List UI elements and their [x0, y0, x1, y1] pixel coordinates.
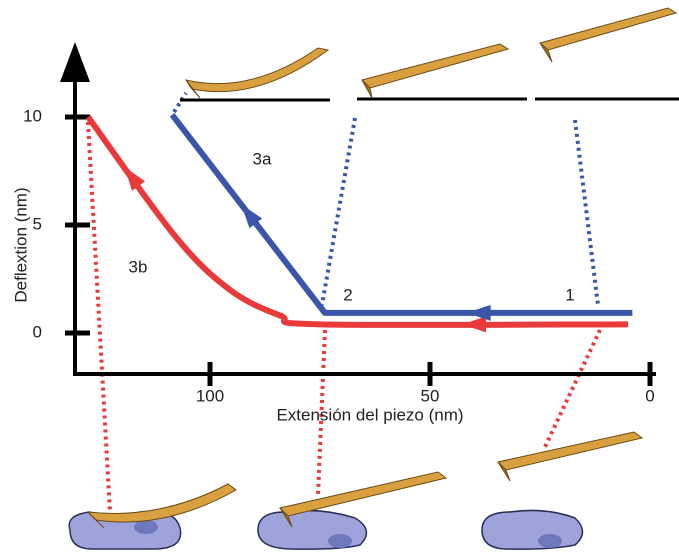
cell — [482, 510, 583, 549]
annotation: 2 — [343, 285, 352, 304]
y-tick-label: 0 — [33, 322, 42, 341]
guide-line — [575, 120, 598, 305]
chart: Deflextion (nm) Extensión del piezo (nm)… — [0, 0, 679, 554]
guide-line — [322, 118, 355, 305]
cantilever — [280, 472, 446, 516]
y-tick-label: 10 — [23, 106, 42, 125]
nucleus — [134, 520, 158, 534]
guide-line — [88, 122, 110, 512]
guide-line — [545, 330, 600, 447]
annotation: 3b — [129, 257, 148, 276]
data-line — [172, 115, 632, 313]
x-axis-title: Extensión del piezo (nm) — [276, 405, 463, 424]
guide-line — [174, 93, 186, 112]
cantilever — [186, 48, 328, 92]
cantilever — [88, 484, 236, 522]
top-cantilevers — [180, 8, 679, 100]
y-axis-arrow — [60, 42, 90, 82]
x-tick-label: 100 — [196, 386, 224, 405]
cantilever — [540, 8, 676, 50]
annotation: 3a — [253, 149, 272, 168]
nucleus — [328, 534, 352, 548]
y-axis-title: Deflextion (nm) — [11, 187, 30, 302]
y-tick-label: 5 — [33, 214, 42, 233]
data-line — [88, 117, 628, 325]
annotation: 1 — [565, 285, 574, 304]
direction-arrow — [462, 316, 486, 332]
bottom-cells — [69, 432, 642, 549]
cantilever — [362, 44, 508, 88]
nucleus — [538, 534, 562, 548]
x-tick-label: 0 — [645, 386, 654, 405]
x-tick-label: 50 — [421, 386, 440, 405]
direction-arrow — [467, 305, 491, 321]
cantilever — [498, 432, 642, 470]
